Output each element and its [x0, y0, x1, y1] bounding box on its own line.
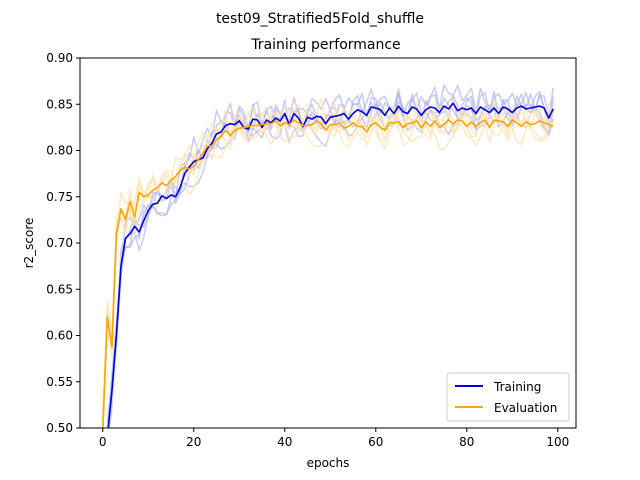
series-line-evaluation [102, 119, 554, 428]
fold-line [102, 114, 554, 428]
x-axis: 0 20 40 60 80 100 [99, 428, 569, 449]
x-axis-label: epochs [307, 456, 350, 470]
x-tick-label: 20 [186, 435, 201, 449]
chart-suptitle: test09_Stratified5Fold_shuffle [216, 11, 424, 27]
legend: Training Evaluation [446, 372, 570, 422]
x-tick-label: 100 [546, 435, 569, 449]
x-tick-label: 0 [99, 435, 107, 449]
legend-label-training: Training [493, 380, 541, 394]
y-tick-label: 0.65 [46, 282, 73, 296]
x-tick-label: 60 [368, 435, 383, 449]
y-tick-label: 0.60 [46, 329, 73, 343]
y-tick-label: 0.55 [46, 375, 73, 389]
series-lines-group [102, 102, 554, 428]
y-axis-label: r2_score [22, 218, 36, 269]
series-line-training [107, 102, 554, 428]
y-tick-label: 0.85 [46, 97, 73, 111]
y-tick-label: 0.75 [46, 190, 73, 204]
y-axis: 0.50 0.55 0.60 0.65 0.70 0.75 0.80 0.85 0.90 [46, 51, 80, 435]
legend-label-evaluation: Evaluation [494, 401, 557, 415]
x-tick-label: 80 [459, 435, 474, 449]
chart-title: Training performance [250, 37, 400, 53]
y-tick-label: 0.70 [46, 236, 73, 250]
y-tick-label: 0.90 [46, 51, 73, 65]
y-tick-label: 0.50 [46, 421, 73, 435]
x-tick-label: 40 [277, 435, 292, 449]
y-tick-label: 0.80 [46, 144, 73, 158]
